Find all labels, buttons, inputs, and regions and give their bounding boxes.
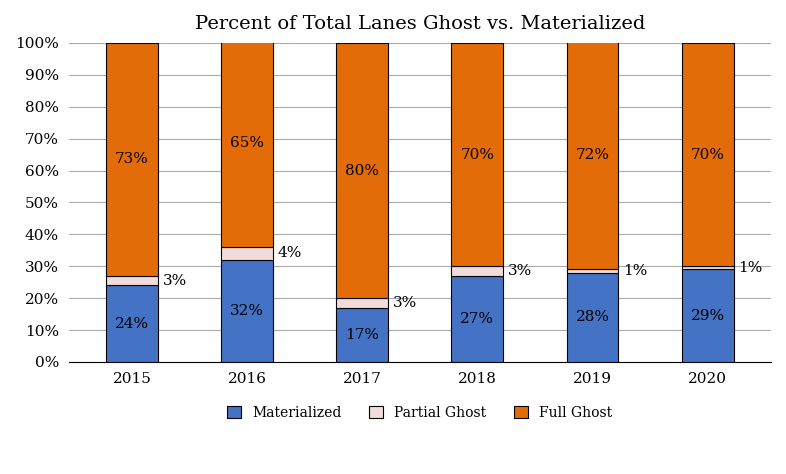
Bar bbox=[221, 247, 273, 260]
Text: 29%: 29% bbox=[691, 309, 725, 323]
Text: 17%: 17% bbox=[345, 328, 379, 342]
Bar bbox=[681, 43, 733, 266]
Bar bbox=[106, 43, 158, 276]
Bar bbox=[221, 260, 273, 362]
Text: 70%: 70% bbox=[691, 147, 725, 162]
Bar bbox=[221, 40, 273, 247]
Bar bbox=[567, 269, 619, 273]
Bar bbox=[451, 43, 503, 266]
Text: 70%: 70% bbox=[461, 147, 494, 162]
Text: 27%: 27% bbox=[461, 312, 494, 326]
Text: 24%: 24% bbox=[115, 317, 149, 331]
Text: 1%: 1% bbox=[623, 264, 648, 278]
Bar bbox=[336, 308, 388, 362]
Bar bbox=[567, 273, 619, 362]
Text: 80%: 80% bbox=[345, 164, 379, 177]
Bar bbox=[451, 266, 503, 276]
Text: 4%: 4% bbox=[277, 246, 302, 261]
Text: 3%: 3% bbox=[393, 296, 417, 310]
Bar bbox=[681, 266, 733, 269]
Bar bbox=[336, 43, 388, 298]
Bar bbox=[681, 269, 733, 362]
Text: 65%: 65% bbox=[230, 137, 264, 150]
Bar bbox=[106, 276, 158, 285]
Text: 28%: 28% bbox=[575, 310, 609, 324]
Text: 32%: 32% bbox=[230, 304, 264, 318]
Bar bbox=[336, 298, 388, 308]
Text: 72%: 72% bbox=[575, 147, 609, 162]
Text: 3%: 3% bbox=[508, 264, 532, 278]
Text: 73%: 73% bbox=[115, 152, 149, 166]
Bar bbox=[106, 285, 158, 362]
Title: Percent of Total Lanes Ghost vs. Materialized: Percent of Total Lanes Ghost vs. Materia… bbox=[195, 15, 645, 33]
Text: 1%: 1% bbox=[738, 261, 762, 275]
Text: 3%: 3% bbox=[163, 273, 187, 288]
Bar bbox=[451, 276, 503, 362]
Legend: Materialized, Partial Ghost, Full Ghost: Materialized, Partial Ghost, Full Ghost bbox=[222, 400, 618, 425]
Bar bbox=[567, 40, 619, 269]
